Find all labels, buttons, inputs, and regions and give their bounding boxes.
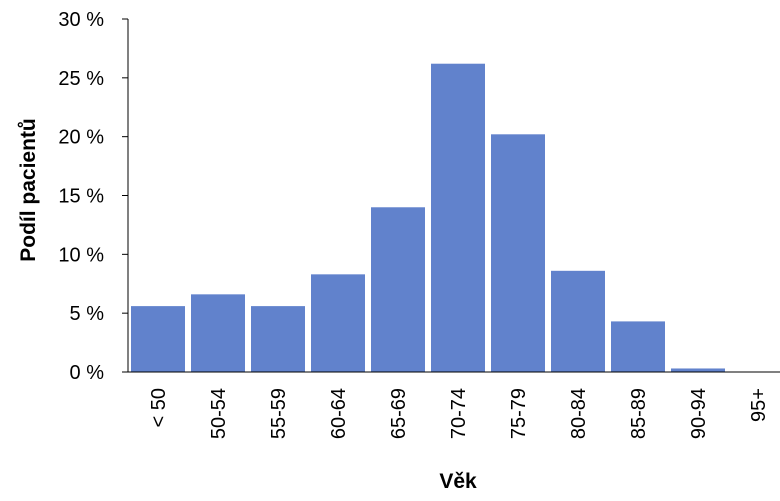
y-tick-label: 20 % <box>58 127 104 149</box>
bar-8 <box>611 321 665 372</box>
bar-2 <box>251 306 305 372</box>
y-tick-label: 5 % <box>70 303 105 325</box>
x-tick-label: 50-54 <box>208 388 230 439</box>
bars-group <box>131 63 725 373</box>
x-tick-label: 85-89 <box>628 388 650 439</box>
x-ticks-group: < 50 50-54 55-59 60-64 65-69 70-74 75-79 80-84 8… <box>148 388 770 439</box>
bar-4 <box>371 207 425 372</box>
y-tick-label: 10 % <box>58 244 104 266</box>
y-tick-label: 25 % <box>58 68 104 90</box>
x-tick-label: 90-94 <box>688 388 710 439</box>
y-tick-label: 30 % <box>58 9 104 31</box>
bar-3 <box>311 274 365 372</box>
x-tick-label: 65-69 <box>388 388 410 439</box>
x-tick-label: 60-64 <box>328 388 350 439</box>
bar-1 <box>191 294 245 372</box>
bar-9 <box>671 368 725 372</box>
x-tick-label: 95+ <box>748 388 770 422</box>
y-tick-label: 15 % <box>58 186 104 208</box>
bar-7 <box>551 270 605 372</box>
y-tick-label: 0 % <box>70 362 105 384</box>
y-ticks-group: 0 % 5 % 10 % 15 % 20 % 25 % 30 % <box>58 9 128 384</box>
x-axis-title: Věk <box>439 470 477 493</box>
y-axis-title: Podíl pacientů <box>17 118 40 262</box>
bar-0 <box>131 306 185 372</box>
x-tick-label: 80-84 <box>568 388 590 439</box>
x-tick-label: 70-74 <box>448 388 470 439</box>
x-tick-label: 75-79 <box>508 388 530 439</box>
x-tick-label: < 50 <box>148 388 170 427</box>
bar-6 <box>491 134 545 372</box>
bar-5 <box>431 63 485 373</box>
x-tick-label: 55-59 <box>268 388 290 439</box>
